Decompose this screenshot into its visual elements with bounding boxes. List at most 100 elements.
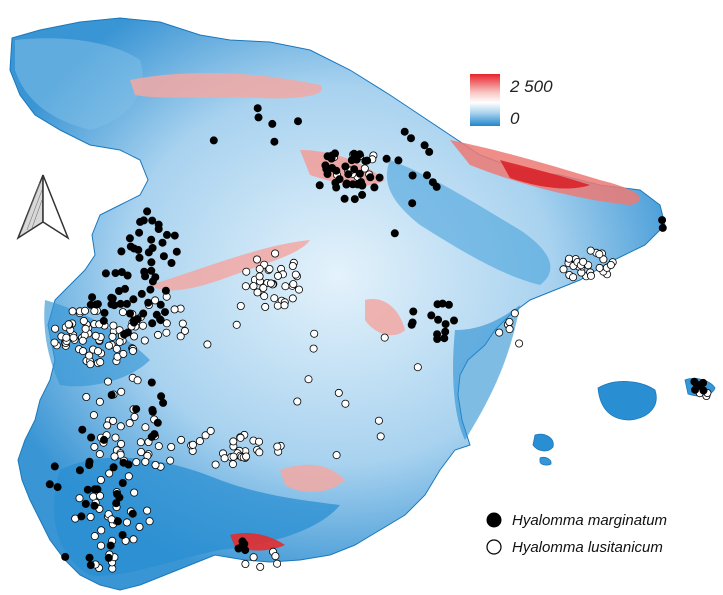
marginatum-point <box>167 258 176 267</box>
marginatum-point <box>690 377 699 386</box>
marginatum-point <box>75 466 84 475</box>
marginatum-point <box>422 171 431 180</box>
marginatum-point <box>270 137 279 146</box>
marginatum-point <box>146 285 155 294</box>
marginatum-point <box>87 433 96 442</box>
marginatum-point <box>144 298 153 307</box>
lusitanicum-point <box>253 288 262 297</box>
lusitanicum-point <box>510 309 519 318</box>
marginatum-point <box>106 541 115 550</box>
lusitanicum-point <box>255 448 264 457</box>
marginatum-point <box>432 182 441 191</box>
lusitanicum-point <box>294 285 303 294</box>
marginatum-point <box>427 311 436 320</box>
marginatum-point <box>375 173 384 182</box>
lusitanicum-point <box>141 457 150 466</box>
lusitanicum-point <box>304 375 313 384</box>
lusitanicum-point <box>85 351 94 360</box>
marginatum-point <box>327 154 336 163</box>
lusitanicum-point <box>95 450 104 459</box>
marginatum-point <box>147 378 156 387</box>
marginatum-point <box>107 300 116 309</box>
central-system <box>150 240 310 291</box>
marginatum-point <box>157 392 166 401</box>
lusitanicum-point <box>266 279 275 288</box>
marginatum-point <box>143 207 152 216</box>
lusitanicum-point <box>136 438 145 447</box>
lusitanicum-point <box>167 442 176 451</box>
marginatum-point <box>341 162 350 171</box>
marginatum-point <box>130 244 139 253</box>
lusitanicum-point <box>229 452 238 461</box>
levante-coast <box>453 305 520 440</box>
ebro-lowland <box>386 160 551 285</box>
marginatum-point <box>128 509 137 518</box>
lusitanicum-point <box>270 294 279 303</box>
marginatum-point <box>658 223 667 232</box>
marginatum-point <box>100 435 109 444</box>
formentera <box>539 456 552 466</box>
lusitanicum-point <box>128 346 137 355</box>
marginatum-point <box>153 418 162 427</box>
marginatum-point <box>293 117 302 126</box>
marginatum-point <box>254 113 263 122</box>
lusitanicum-point <box>50 338 59 347</box>
marginatum-point <box>81 499 90 508</box>
lusitanicum-point <box>132 458 141 467</box>
marginatum-point <box>366 173 375 182</box>
ibiza <box>532 433 554 452</box>
lusitanicum-point <box>255 264 264 273</box>
marginatum-point <box>100 308 109 317</box>
marginatum-point <box>335 175 344 184</box>
marginatum-point <box>159 398 168 407</box>
marginatum-point <box>408 199 417 208</box>
lusitanicum-point <box>90 442 99 451</box>
north-arrow-icon <box>16 174 70 240</box>
lusitanicum-point <box>104 377 113 386</box>
lusitanicum-point <box>228 460 237 469</box>
elevation-min-label: 0 <box>510 109 520 128</box>
marginatum-point <box>86 300 95 309</box>
marginatum-point <box>406 134 415 143</box>
lusitanicum-point <box>559 265 568 274</box>
lusitanicum-point <box>565 254 574 263</box>
lusitanicum-point <box>569 273 578 282</box>
marginatum-point <box>161 286 170 295</box>
lusitanicum-point <box>255 272 264 281</box>
lusitanicum-point <box>195 437 204 446</box>
lusitanicum-point <box>256 562 265 571</box>
lusitanicum-point <box>78 336 87 345</box>
marginatum-point <box>315 181 324 190</box>
marginatum-point <box>361 157 370 166</box>
lusitanicum-point <box>201 431 210 440</box>
marginatum-point <box>147 235 156 244</box>
lusitanicum-point <box>293 397 302 406</box>
lusitanicum-point <box>261 302 270 311</box>
lusitanicum-point <box>154 442 163 451</box>
marginatum-point <box>85 553 94 562</box>
lusitanicum-point <box>232 320 241 329</box>
marginatum-point <box>332 183 341 192</box>
marginatum-point <box>425 147 434 156</box>
lusitanicum-point <box>96 358 105 367</box>
lusitanicum-point <box>86 360 95 369</box>
marginatum-point <box>409 307 418 316</box>
lusitanicum-point <box>125 419 134 428</box>
lusitanicum-point <box>143 506 152 515</box>
lusitanicum-point <box>606 260 615 269</box>
pyrenees-peaks <box>500 160 590 189</box>
lusitanicum-point <box>334 388 343 397</box>
marginatum-point <box>441 327 450 336</box>
lusitanicum-point <box>376 432 385 441</box>
lusitanicum-point <box>81 306 90 315</box>
marginatum-point <box>109 463 118 472</box>
marginatum-point <box>400 127 409 136</box>
legend-label-lusitanicum: Hyalomma lusitanicum <box>512 539 663 556</box>
lusitanicum-point <box>211 460 220 469</box>
lusitanicum-point <box>130 332 139 341</box>
lusitanicum-point <box>236 433 245 442</box>
lusitanicum-point <box>587 271 596 280</box>
species-legend: Hyalomma marginatum Hyalomma lusitanicum <box>486 512 667 556</box>
elevation-max-label: 2 500 <box>509 77 553 96</box>
